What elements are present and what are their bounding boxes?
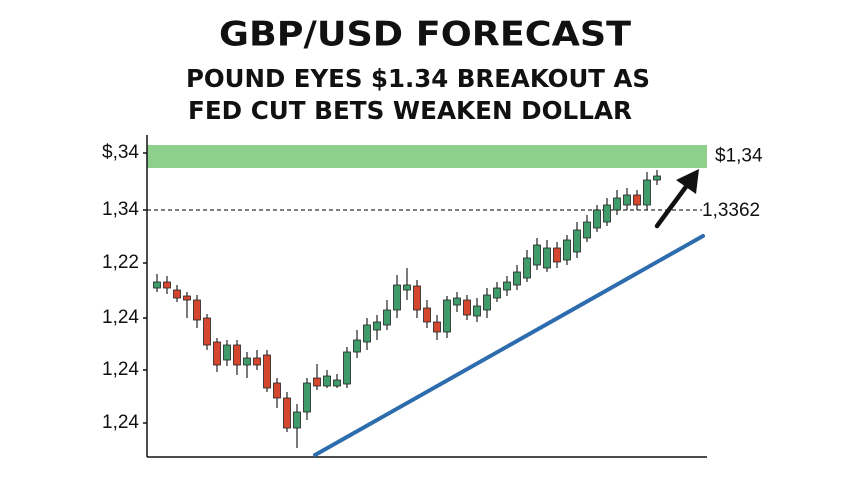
resistance-label: $1,34 — [715, 146, 763, 167]
candle-body — [583, 221, 591, 239]
trendline — [313, 234, 705, 457]
candle-body — [183, 295, 191, 301]
candle-body — [253, 357, 261, 366]
candle-body — [533, 244, 541, 266]
candle-body — [393, 284, 401, 311]
y-tick-label: 1,22 — [102, 252, 139, 273]
candle-body — [443, 299, 451, 333]
candle-body — [343, 351, 351, 385]
candle-body — [473, 305, 481, 317]
candle-body — [603, 204, 611, 223]
candle-body — [153, 281, 161, 289]
candle-body — [233, 344, 241, 366]
candle-body — [623, 194, 631, 206]
plot-area: $1,34 1,24 1,24 1,24 1,22 1,34 $,34 1,3362 — [102, 135, 763, 458]
candle-body — [273, 382, 281, 399]
arrow-shaft — [654, 181, 691, 229]
candle-body — [463, 299, 471, 316]
candle-body — [193, 299, 201, 321]
y-tick-label: 1,24 — [102, 359, 139, 380]
candle-body — [173, 289, 181, 299]
candle-body — [503, 281, 511, 291]
candle-body — [333, 379, 341, 387]
candle-body — [353, 339, 361, 353]
candle-body — [513, 271, 521, 286]
y-tick-label: 1,24 — [102, 412, 139, 433]
candle-body — [313, 377, 321, 387]
arrow-head — [676, 169, 699, 194]
candle-body — [433, 321, 441, 333]
candle-body — [523, 257, 531, 279]
candle-body — [413, 285, 421, 311]
candle-body — [423, 307, 431, 323]
candle-body — [363, 324, 371, 343]
candle-body — [573, 229, 581, 253]
candle-body — [593, 209, 601, 229]
candle-body — [653, 175, 661, 181]
candle-body — [383, 309, 391, 326]
candle-body — [493, 287, 501, 299]
candle-body — [373, 321, 381, 331]
chart-subtitle: FED CUT BETS WEAKEN DOLLAR — [188, 96, 632, 125]
candle-body — [203, 317, 211, 346]
candle-body — [563, 239, 571, 261]
candle-body — [303, 382, 311, 413]
candle-body — [483, 294, 491, 311]
candle-body — [163, 281, 171, 289]
candle-body — [323, 375, 331, 387]
chart-title: GBP/USD FORECAST — [219, 15, 632, 55]
candle-body — [553, 247, 561, 263]
chart-subtitle: POUND EYES $1.34 BREAKOUT AS — [186, 64, 650, 93]
candle-body — [293, 411, 301, 429]
y-tick-label: 1,34 — [102, 199, 139, 220]
resistance-zone — [147, 145, 707, 168]
candle-body — [643, 179, 651, 206]
candle-body — [223, 344, 231, 361]
candle-body — [613, 197, 621, 211]
candle-body — [213, 341, 221, 366]
candle-body — [403, 284, 411, 291]
candle-body — [243, 357, 251, 366]
y-tick-label: 1,24 — [102, 307, 139, 328]
candle-body — [263, 354, 271, 389]
candle-body — [283, 397, 291, 429]
candle-body — [543, 247, 551, 269]
candle-body — [633, 194, 641, 206]
candle-body — [453, 297, 461, 306]
level-label: 1,3362 — [702, 200, 760, 221]
y-tick-label: $,34 — [102, 142, 139, 163]
